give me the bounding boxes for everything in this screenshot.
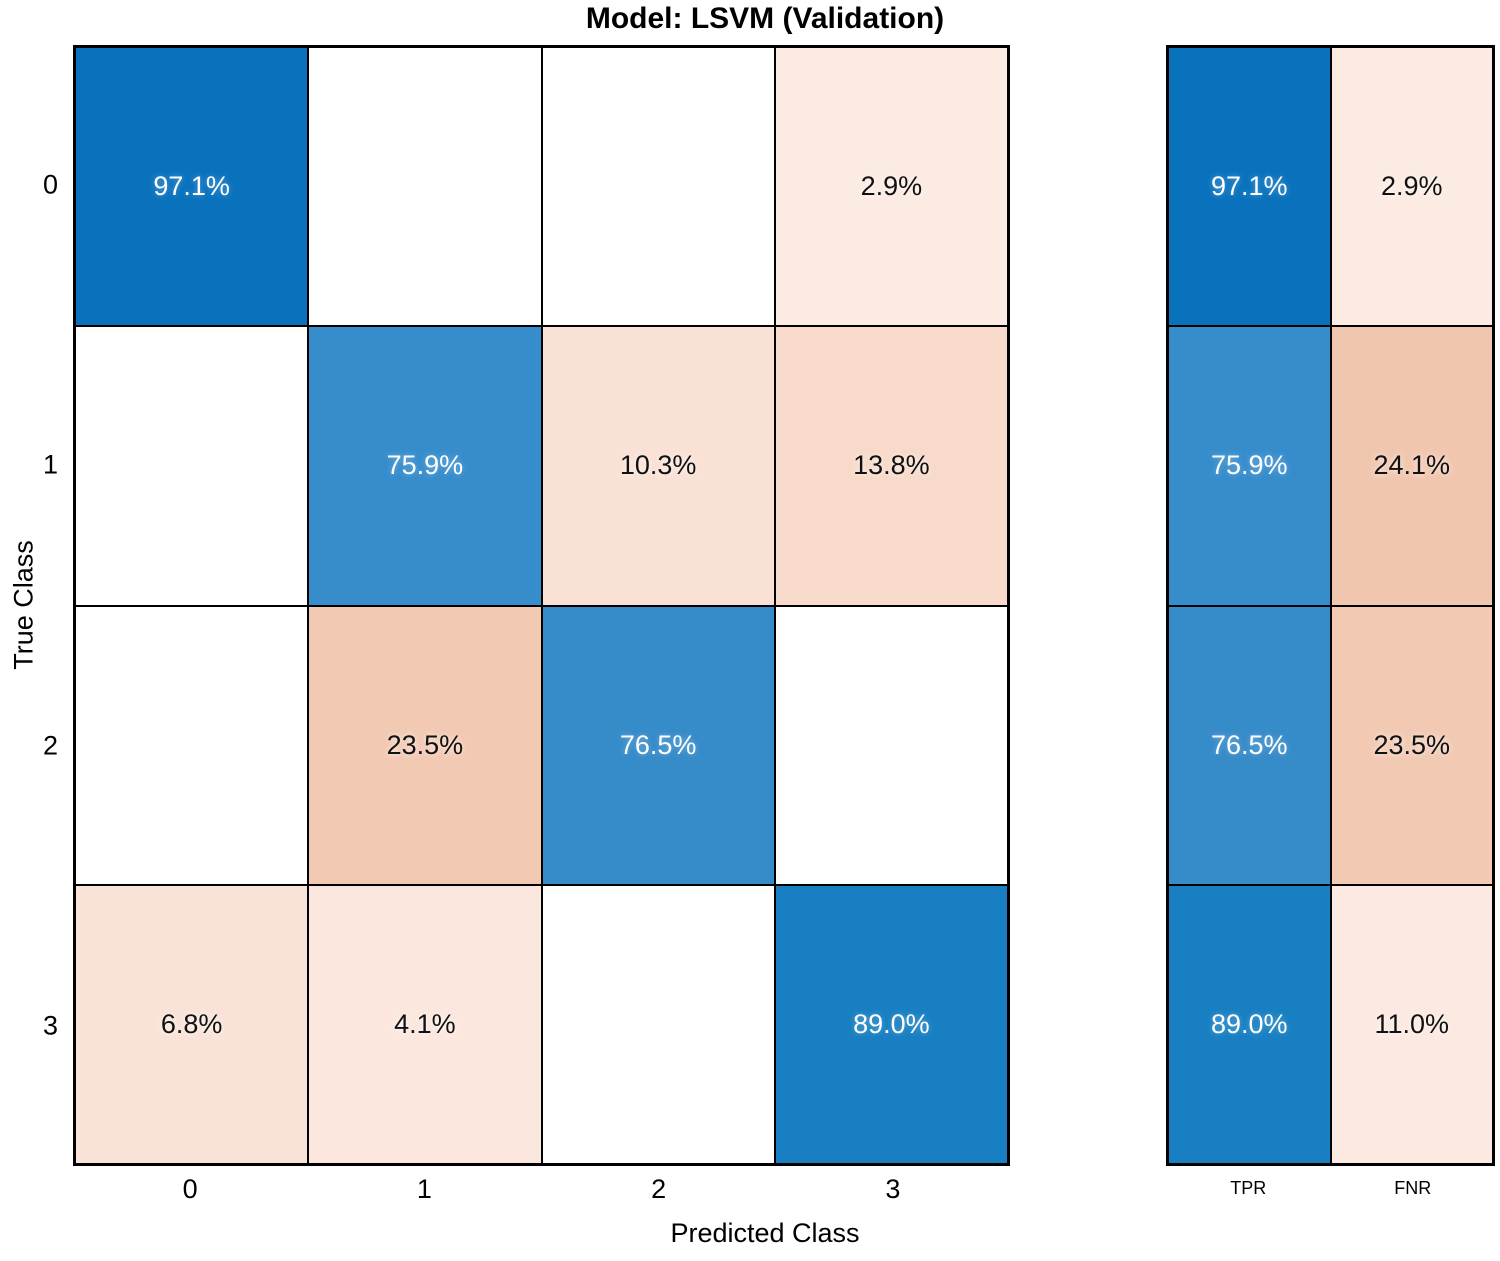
- x-axis-label: Predicted Class: [670, 1218, 860, 1248]
- y-tick-label-3: 3: [42, 1010, 58, 1041]
- x-tick-label-2: 2: [651, 1174, 667, 1204]
- matrix-cell-r3c0: 6.8%: [75, 884, 309, 1164]
- matrix-cell-r0c3: 2.9%: [774, 47, 1008, 327]
- x-tick-label-0: 0: [182, 1174, 198, 1204]
- y-tick-label-0: 0: [42, 169, 58, 200]
- summary-cell-r1c1: 24.1%: [1330, 326, 1493, 606]
- matrix-cell-r0c0: 97.1%: [75, 47, 309, 327]
- summary-cell-r0c0: 97.1%: [1168, 47, 1331, 327]
- matrix-cell-r3c2: [541, 884, 775, 1164]
- y-tick-label-2: 2: [42, 730, 58, 761]
- matrix-cell-r0c1: [308, 47, 542, 327]
- summary-cell-r3c1: 11.0%: [1330, 884, 1493, 1164]
- summary-cell-r1c0: 75.9%: [1168, 326, 1331, 606]
- matrix-cell-r3c3: 89.0%: [774, 884, 1008, 1164]
- matrix-cell-r2c1: 23.5%: [308, 605, 542, 885]
- x-tick-label-1: 1: [416, 1174, 432, 1204]
- matrix-cell-r2c3: [774, 605, 1008, 885]
- matrix-cell-r2c0: [75, 605, 309, 885]
- matrix-cell-r2c2: 76.5%: [541, 605, 775, 885]
- matrix-cell-r1c2: 10.3%: [541, 326, 775, 606]
- summary-cell-r0c1: 2.9%: [1330, 47, 1493, 327]
- column-summary-grid: 97.1% 2.9% 75.9% 24.1% 76.5% 23.5% 89.0% 11.0%: [1166, 45, 1495, 1166]
- summary-cell-r2c0: 76.5%: [1168, 605, 1331, 885]
- summary-cell-r3c0: 89.0%: [1168, 884, 1331, 1164]
- confusion-matrix-grid: 97.1% 2.9% 75.9% 10.3% 13.8% 23.5% 76.5% 6.8% 4.…: [73, 45, 1010, 1166]
- matrix-cell-r3c1: 4.1%: [308, 884, 542, 1164]
- summary-cell-r2c1: 23.5%: [1330, 605, 1493, 885]
- matrix-cell-r1c0: [75, 326, 309, 606]
- chart-title: Model: LSVM (Validation): [585, 2, 945, 35]
- y-tick-label-1: 1: [42, 449, 58, 480]
- summary-column-label-0: TPR: [1230, 1178, 1267, 1198]
- matrix-cell-r0c2: [541, 47, 775, 327]
- summary-column-label-1: FNR: [1394, 1178, 1432, 1198]
- y-axis-label: True Class: [8, 540, 39, 670]
- x-tick-label-3: 3: [885, 1174, 901, 1204]
- matrix-cell-r1c1: 75.9%: [308, 326, 542, 606]
- matrix-cell-r1c3: 13.8%: [774, 326, 1008, 606]
